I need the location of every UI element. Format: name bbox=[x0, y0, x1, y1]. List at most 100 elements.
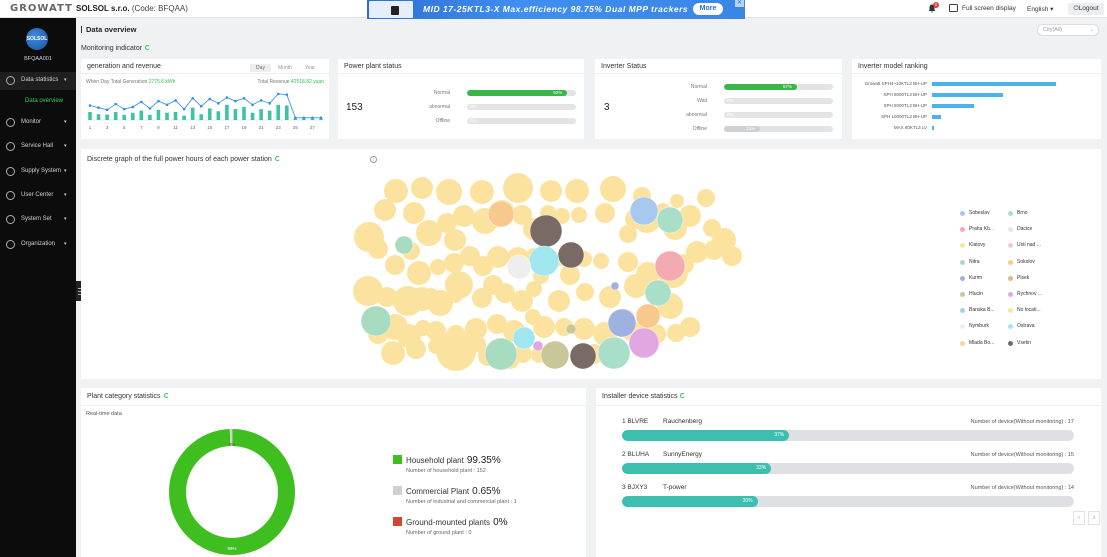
ad-close-icon[interactable]: ✕ bbox=[735, 0, 744, 7]
speaker-icon[interactable]: ♪ bbox=[1088, 511, 1100, 525]
sidebar-item-user-center[interactable]: User Center ▾ bbox=[0, 187, 76, 205]
legend-item[interactable]: Mlada Bo... bbox=[960, 340, 1006, 348]
legend-item[interactable]: Ostrava bbox=[1008, 323, 1054, 331]
line-point bbox=[294, 116, 297, 120]
station-bubble bbox=[487, 314, 507, 334]
ranking-bar[interactable] bbox=[932, 104, 975, 108]
sidebar-item-organization[interactable]: Organization ▾ bbox=[0, 236, 76, 254]
ad-more-button[interactable]: More bbox=[693, 3, 723, 15]
legend-item[interactable]: Sokolov bbox=[1008, 259, 1054, 267]
legend-item[interactable]: Klatovy bbox=[960, 242, 1006, 250]
station-bubble bbox=[624, 274, 648, 298]
installer-name[interactable]: Rauchenberg bbox=[663, 418, 703, 425]
card-title: Discrete graph of the full power hours o… bbox=[87, 156, 280, 163]
refresh-icon[interactable] bbox=[680, 393, 686, 398]
legend-label: Sokolov bbox=[1017, 258, 1035, 265]
station-bubble bbox=[610, 281, 620, 291]
caret-down-icon: ▾ bbox=[1050, 6, 1054, 13]
donut-segment bbox=[169, 429, 295, 555]
ranking-bar[interactable] bbox=[932, 126, 934, 130]
category-donut-chart[interactable]: 0% 99% bbox=[162, 422, 302, 557]
ad-banner[interactable]: MID 17-25KTL3-X Max.efficiency 98.75% Du… bbox=[367, 0, 745, 19]
user-id: BFQAA001 bbox=[24, 56, 52, 62]
legend-item[interactable]: Dacice bbox=[1008, 226, 1054, 234]
legend-item[interactable]: Rychnov ... bbox=[1008, 291, 1054, 299]
monitoring-indicator-label: Monitoring indicator bbox=[81, 45, 151, 52]
inverter-progress-track: 0% bbox=[724, 98, 833, 104]
ranking-bar[interactable] bbox=[932, 82, 1056, 86]
legend-item[interactable]: Praha Kb... bbox=[960, 226, 1006, 234]
chart-icon bbox=[6, 76, 15, 85]
plant-category-card: Plant category statistics Real-time data… bbox=[81, 388, 586, 557]
legend-label: Klatovy bbox=[969, 242, 986, 249]
legend-item[interactable]: Pisek bbox=[1008, 275, 1054, 283]
station-bubble bbox=[514, 345, 532, 363]
station-bubble bbox=[600, 176, 626, 202]
installer-name[interactable]: SunnyEnergy bbox=[663, 451, 703, 458]
monitor-icon[interactable] bbox=[949, 4, 958, 12]
legend-dot bbox=[960, 211, 965, 216]
sidebar-subitem-data-overview[interactable]: Data overview bbox=[25, 98, 64, 104]
tab-day[interactable]: Day bbox=[250, 64, 271, 72]
refresh-icon[interactable] bbox=[145, 45, 151, 50]
language-select[interactable]: English ▾ bbox=[1027, 5, 1053, 13]
bar bbox=[156, 109, 161, 120]
city-select-value: City(All) bbox=[1043, 27, 1063, 33]
sidebar-item-service-hall[interactable]: Service Hall ▾ bbox=[0, 138, 76, 156]
category-legend-item[interactable]: Ground-mounted plants 0% Number of ground … bbox=[393, 515, 573, 539]
legend-label: Dacice bbox=[1017, 226, 1033, 233]
line-point bbox=[259, 99, 263, 102]
sidebar-item-monitor[interactable]: Monitor ▾ bbox=[0, 114, 76, 132]
line-point bbox=[157, 99, 160, 103]
chevron-left-icon[interactable]: ‹ bbox=[1073, 511, 1085, 525]
installer-name[interactable]: T-power bbox=[663, 484, 687, 491]
tick-label: 5 bbox=[123, 125, 126, 130]
category-legend-item[interactable]: Household plant 99.35% Number of household… bbox=[393, 453, 573, 477]
station-bubble bbox=[557, 241, 585, 269]
legend-item[interactable]: Usti nad ... bbox=[1008, 242, 1054, 250]
station-bubble bbox=[487, 200, 515, 228]
donut-segment bbox=[169, 429, 295, 555]
refresh-icon[interactable] bbox=[163, 393, 169, 398]
legend-item[interactable]: Banska B... bbox=[960, 307, 1006, 315]
ranking-bar[interactable] bbox=[932, 93, 1003, 97]
legend-label: Mlada Bo... bbox=[969, 339, 995, 346]
realtime-label: Real-time data bbox=[86, 411, 122, 417]
tab-month[interactable]: Month bbox=[278, 65, 292, 71]
refresh-icon[interactable] bbox=[274, 156, 280, 161]
sidebar-item-label: Service Hall bbox=[21, 143, 54, 149]
category-legend-item[interactable]: Commercial Plant 0.65% Number of industria… bbox=[393, 484, 573, 508]
sidebar-item-supply-system[interactable]: Supply System ▾ bbox=[0, 163, 76, 181]
legend-label: Ostrava bbox=[1017, 323, 1035, 330]
legend-item[interactable]: Sobeslav bbox=[960, 210, 1006, 218]
legend-item[interactable]: Hlucin bbox=[960, 291, 1006, 299]
sidebar-item-system-set[interactable]: System Set ▾ bbox=[0, 211, 76, 229]
station-bubble bbox=[416, 220, 442, 246]
tick-label: 9 bbox=[157, 125, 160, 130]
legend-item[interactable]: Kurim bbox=[960, 275, 1006, 283]
legend-item[interactable]: Vsetin bbox=[1008, 340, 1054, 348]
station-bubble bbox=[529, 214, 563, 248]
generation-chart[interactable]: 1 3 5 7 9 11 13 15 17 19 21 23 25 27 bbox=[81, 89, 329, 139]
ranking-bar[interactable] bbox=[932, 115, 941, 119]
status-progress-fill bbox=[467, 90, 568, 96]
org-tree-icon bbox=[6, 240, 15, 249]
legend-item[interactable]: Nitra bbox=[960, 259, 1006, 267]
inverter-total: 3 bbox=[604, 102, 610, 113]
category-color-square bbox=[393, 486, 402, 495]
series-line bbox=[89, 93, 321, 119]
tab-year[interactable]: Year bbox=[304, 65, 316, 71]
legend-item[interactable]: Brno bbox=[1008, 210, 1054, 218]
legend-item[interactable]: No locati... bbox=[1008, 307, 1054, 315]
full-screen-button[interactable]: Full screen display bbox=[962, 5, 1016, 12]
legend-item[interactable]: Nymburk bbox=[960, 323, 1006, 331]
info-icon[interactable]: i bbox=[370, 156, 377, 163]
sidebar-collapse-handle[interactable] bbox=[76, 281, 84, 301]
sidebar-item-data-statistics[interactable]: Data statistics ▾ bbox=[0, 72, 76, 90]
bubble-chart[interactable] bbox=[81, 149, 1101, 379]
legend-dot bbox=[1008, 243, 1013, 249]
city-select[interactable]: City(All) ⌄ bbox=[1037, 24, 1099, 36]
chevron-down-icon: ▾ bbox=[64, 216, 67, 222]
logout-button[interactable]: ⏻Logout bbox=[1068, 3, 1104, 15]
line-point bbox=[148, 107, 152, 110]
